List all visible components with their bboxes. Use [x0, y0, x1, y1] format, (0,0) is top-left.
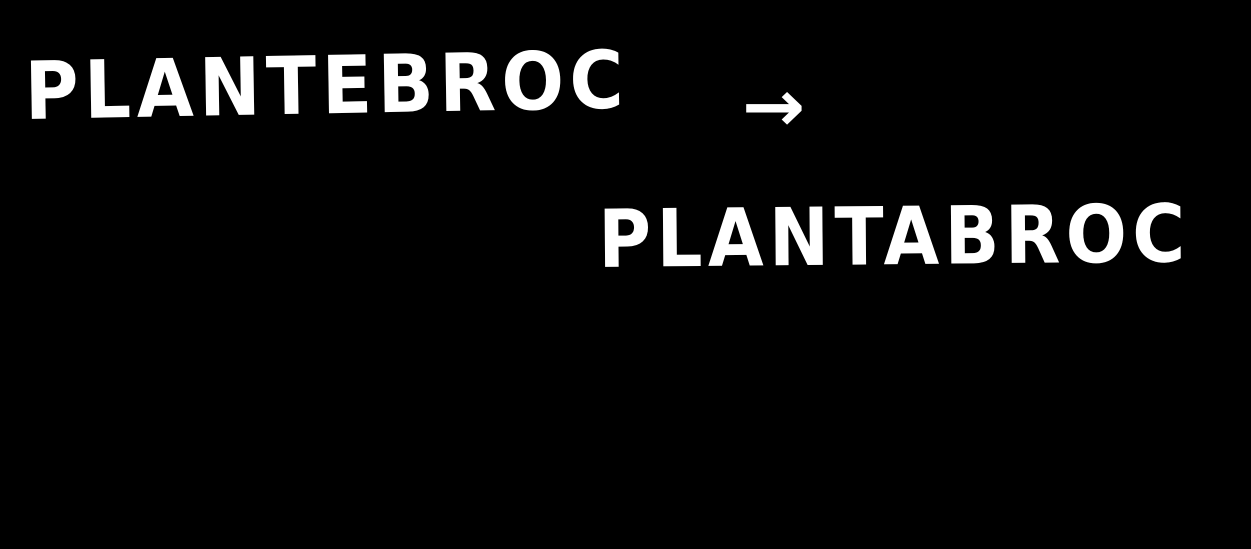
- original-word-text: PLANTEBROC: [23, 33, 630, 138]
- arrow-right-icon: →: [742, 64, 806, 148]
- corrected-word-text: PLANTABROC: [597, 187, 1191, 286]
